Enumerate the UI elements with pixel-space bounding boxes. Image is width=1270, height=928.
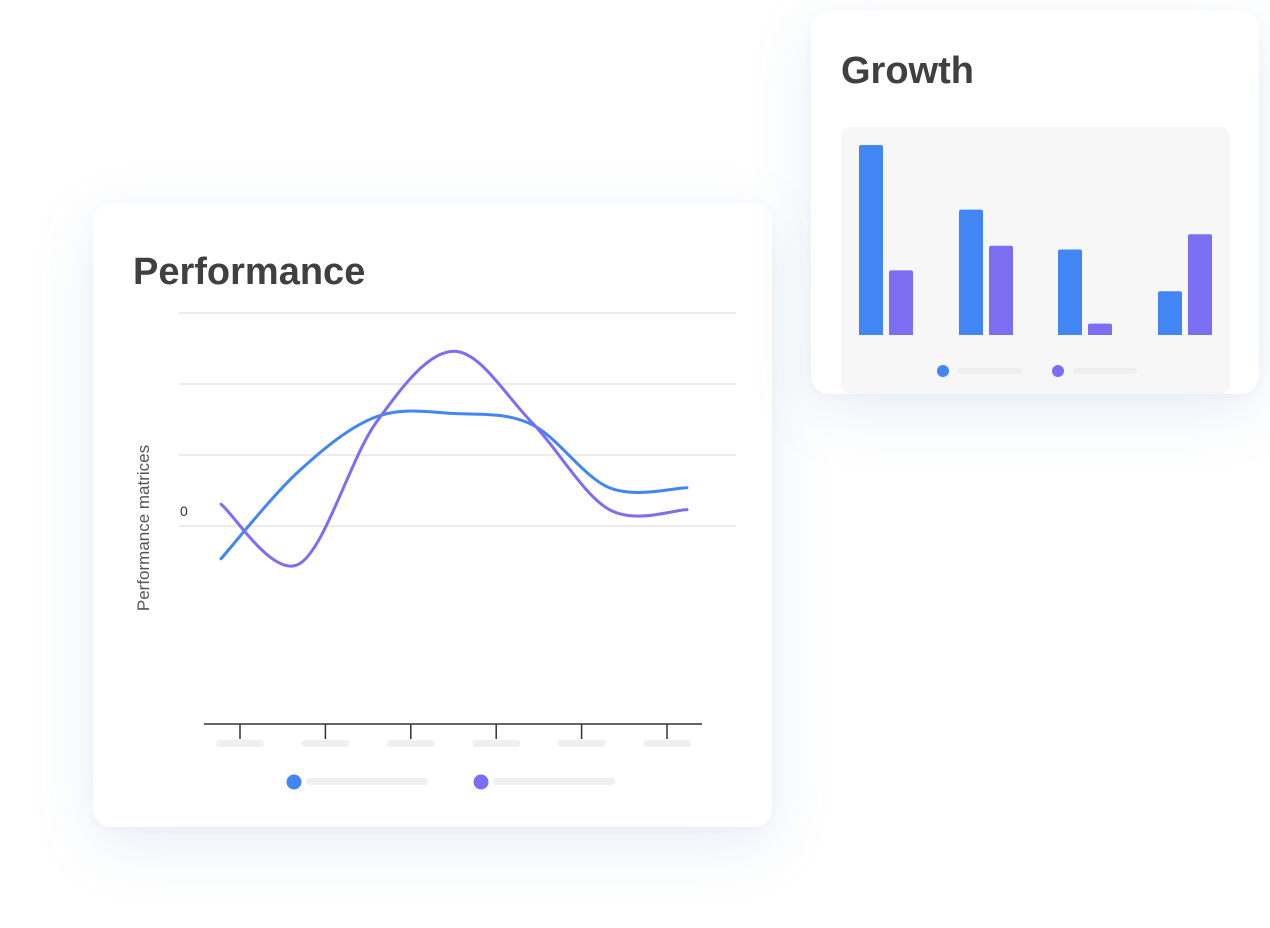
performance-line-chart: Performance matrices 0 bbox=[134, 312, 736, 790]
growth-card: Growth bbox=[811, 10, 1259, 394]
performance-title: Performance bbox=[133, 251, 366, 293]
growth-bar bbox=[889, 270, 913, 335]
performance-card: Performance Performance matrices 0 bbox=[93, 203, 772, 827]
growth-plot-area bbox=[841, 127, 1230, 394]
growth-legend-marker bbox=[937, 365, 949, 377]
performance-x-tick-label bbox=[216, 740, 264, 747]
growth-bar bbox=[1088, 323, 1112, 335]
growth-bar-chart bbox=[859, 145, 1212, 377]
performance-legend-label bbox=[306, 778, 428, 785]
growth-legend[interactable] bbox=[937, 365, 1137, 377]
growth-bar bbox=[959, 209, 983, 335]
performance-gridlines bbox=[179, 312, 736, 527]
performance-y-axis-label: Performance matrices bbox=[134, 445, 153, 611]
performance-legend-marker bbox=[473, 774, 489, 790]
performance-legend[interactable] bbox=[286, 774, 616, 790]
performance-x-tick-label bbox=[386, 740, 435, 747]
growth-legend-label bbox=[958, 368, 1022, 374]
growth-bar bbox=[1188, 234, 1212, 335]
performance-series-line-1 bbox=[219, 409, 689, 561]
performance-y-tick-label: 0 bbox=[180, 503, 188, 519]
growth-legend-marker bbox=[1052, 365, 1064, 377]
performance-legend-marker bbox=[286, 774, 302, 790]
performance-legend-label bbox=[493, 778, 615, 785]
performance-x-tick-label bbox=[472, 740, 521, 747]
growth-bar bbox=[1058, 249, 1082, 335]
growth-bar bbox=[859, 145, 883, 335]
performance-x-tick-label bbox=[643, 740, 691, 747]
growth-bar bbox=[989, 245, 1013, 335]
performance-x-axis bbox=[204, 723, 702, 747]
growth-title: Growth bbox=[841, 50, 974, 92]
performance-x-tick-label bbox=[557, 740, 606, 747]
growth-bar bbox=[1158, 291, 1182, 335]
growth-bars bbox=[859, 145, 1212, 335]
growth-legend-label bbox=[1073, 368, 1137, 374]
performance-series-line-2 bbox=[219, 349, 689, 568]
performance-x-tick-label bbox=[301, 740, 350, 747]
performance-series-lines bbox=[219, 349, 689, 568]
